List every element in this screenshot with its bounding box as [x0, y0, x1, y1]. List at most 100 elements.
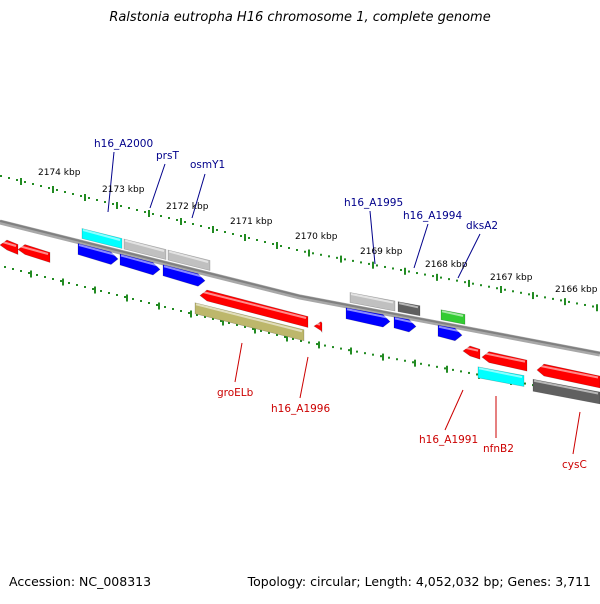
leader-line — [107, 151, 115, 213]
tick-dot — [20, 270, 22, 272]
tick-dot — [304, 250, 306, 253]
tick-dot — [140, 300, 142, 302]
tick-dot — [524, 382, 526, 385]
gene-forward-blue-highlight — [78, 244, 117, 256]
tick-dot — [220, 320, 222, 322]
gene-label-reverse[interactable]: cysC — [562, 459, 587, 471]
tick-dot — [164, 306, 166, 308]
tick-dot — [280, 245, 282, 247]
tick-dot — [544, 296, 546, 299]
tick-dot — [24, 181, 26, 183]
gene-label-forward[interactable]: h16_A1995 — [344, 197, 403, 209]
chromosome-backbone — [0, 219, 600, 357]
tick-dot — [308, 341, 310, 344]
tick-dot — [104, 201, 106, 203]
gene-forward-gray-highlight — [350, 293, 394, 304]
tick-dot — [284, 336, 286, 338]
labels: 2174 kbp 2173 kbp 2172 kbp 2171 kbp 2170… — [38, 138, 598, 471]
gene-label-forward[interactable]: h16_A1994 — [403, 210, 462, 222]
tick-dot — [504, 288, 506, 291]
gene-forward-blue-highlight — [120, 254, 159, 267]
tick-mark — [190, 310, 192, 318]
tick-dot — [144, 211, 146, 213]
gene-label-forward[interactable]: prsT — [156, 150, 179, 162]
tick-dot — [464, 281, 466, 284]
tick-dot — [392, 267, 394, 270]
tick-dot — [348, 349, 350, 352]
tick-dot — [536, 294, 538, 297]
gene-label-reverse[interactable]: nfnB2 — [483, 443, 514, 455]
tick-dot — [528, 293, 530, 296]
tick-dot — [408, 270, 410, 273]
tick-mark — [126, 294, 128, 302]
tick-dot — [424, 273, 426, 276]
tick-dot — [292, 338, 294, 340]
gene-reverse-red — [199, 289, 309, 328]
tick-mark — [286, 334, 288, 342]
gene-label-reverse[interactable]: groELb — [217, 387, 254, 399]
tick-dot — [400, 269, 402, 271]
gene-label-forward[interactable]: h16_A2000 — [94, 138, 153, 150]
gene-forward-gray — [349, 292, 396, 312]
tick-dot — [584, 303, 586, 306]
tick-mark — [350, 347, 352, 355]
tick-dot — [160, 215, 162, 217]
tick-dot — [560, 299, 562, 302]
gene-label-forward[interactable]: osmY1 — [190, 159, 225, 171]
tick-dot — [228, 322, 230, 324]
tick-dot — [380, 355, 382, 358]
tick-dot — [364, 352, 366, 355]
tick-dot — [444, 367, 446, 370]
tick-dot — [288, 247, 290, 249]
tick-dot — [296, 249, 298, 251]
tick-dot — [312, 252, 314, 255]
tick-dot — [120, 205, 122, 207]
tick-dot — [132, 298, 134, 300]
scale-label: 2168 kbp — [425, 260, 468, 270]
gene-forward-blue — [77, 243, 119, 265]
gene-reverse-cyan — [477, 366, 525, 387]
gene-reverse-red — [0, 239, 19, 255]
gene-reverse-darkgray-highlight — [533, 379, 599, 395]
tick-mark — [532, 292, 534, 300]
tick-dot — [100, 290, 102, 292]
tick-mark — [468, 279, 470, 287]
tick-dot — [168, 217, 170, 219]
tick-dot — [40, 185, 42, 187]
gene-label-reverse[interactable]: h16_A1991 — [419, 434, 478, 446]
leader-line — [444, 389, 464, 431]
tick-dot — [12, 268, 14, 270]
leader-line — [413, 223, 429, 269]
tick-mark — [414, 359, 416, 367]
tick-dot — [72, 193, 74, 195]
tick-dot — [328, 255, 330, 258]
gene-label-forward[interactable]: dksA2 — [466, 220, 498, 232]
tick-dot — [208, 227, 210, 229]
gene-forward-blue — [437, 324, 463, 342]
tick-dot — [236, 324, 238, 326]
scale-label: 2169 kbp — [360, 247, 403, 257]
tick-mark — [62, 278, 64, 286]
gene-forward-blue-highlight — [346, 308, 389, 319]
tick-dot — [512, 290, 514, 293]
gene-forward-green-highlight — [441, 310, 464, 317]
gene-forward-blue-highlight — [438, 325, 461, 333]
tick-dot — [52, 278, 54, 280]
scale-label: 2171 kbp — [230, 217, 273, 227]
tick-dot — [124, 296, 126, 298]
tick-dot — [248, 237, 250, 239]
gene-forward-blue — [345, 307, 391, 328]
tick-dot — [356, 350, 358, 353]
gene-label-reverse[interactable]: h16_A1996 — [271, 403, 330, 415]
tick-dot — [468, 371, 470, 374]
tick-dot — [136, 209, 138, 211]
tick-dot — [324, 344, 326, 347]
tick-dot — [576, 302, 578, 305]
genome-summary-text: Topology: circular; Length: 4,052,032 bp… — [247, 574, 591, 589]
tick-dot — [128, 207, 130, 209]
tick-dot — [448, 278, 450, 281]
gene-reverse-cyan-highlight — [478, 367, 523, 379]
tick-dot — [116, 294, 118, 296]
tick-dot — [84, 286, 86, 288]
